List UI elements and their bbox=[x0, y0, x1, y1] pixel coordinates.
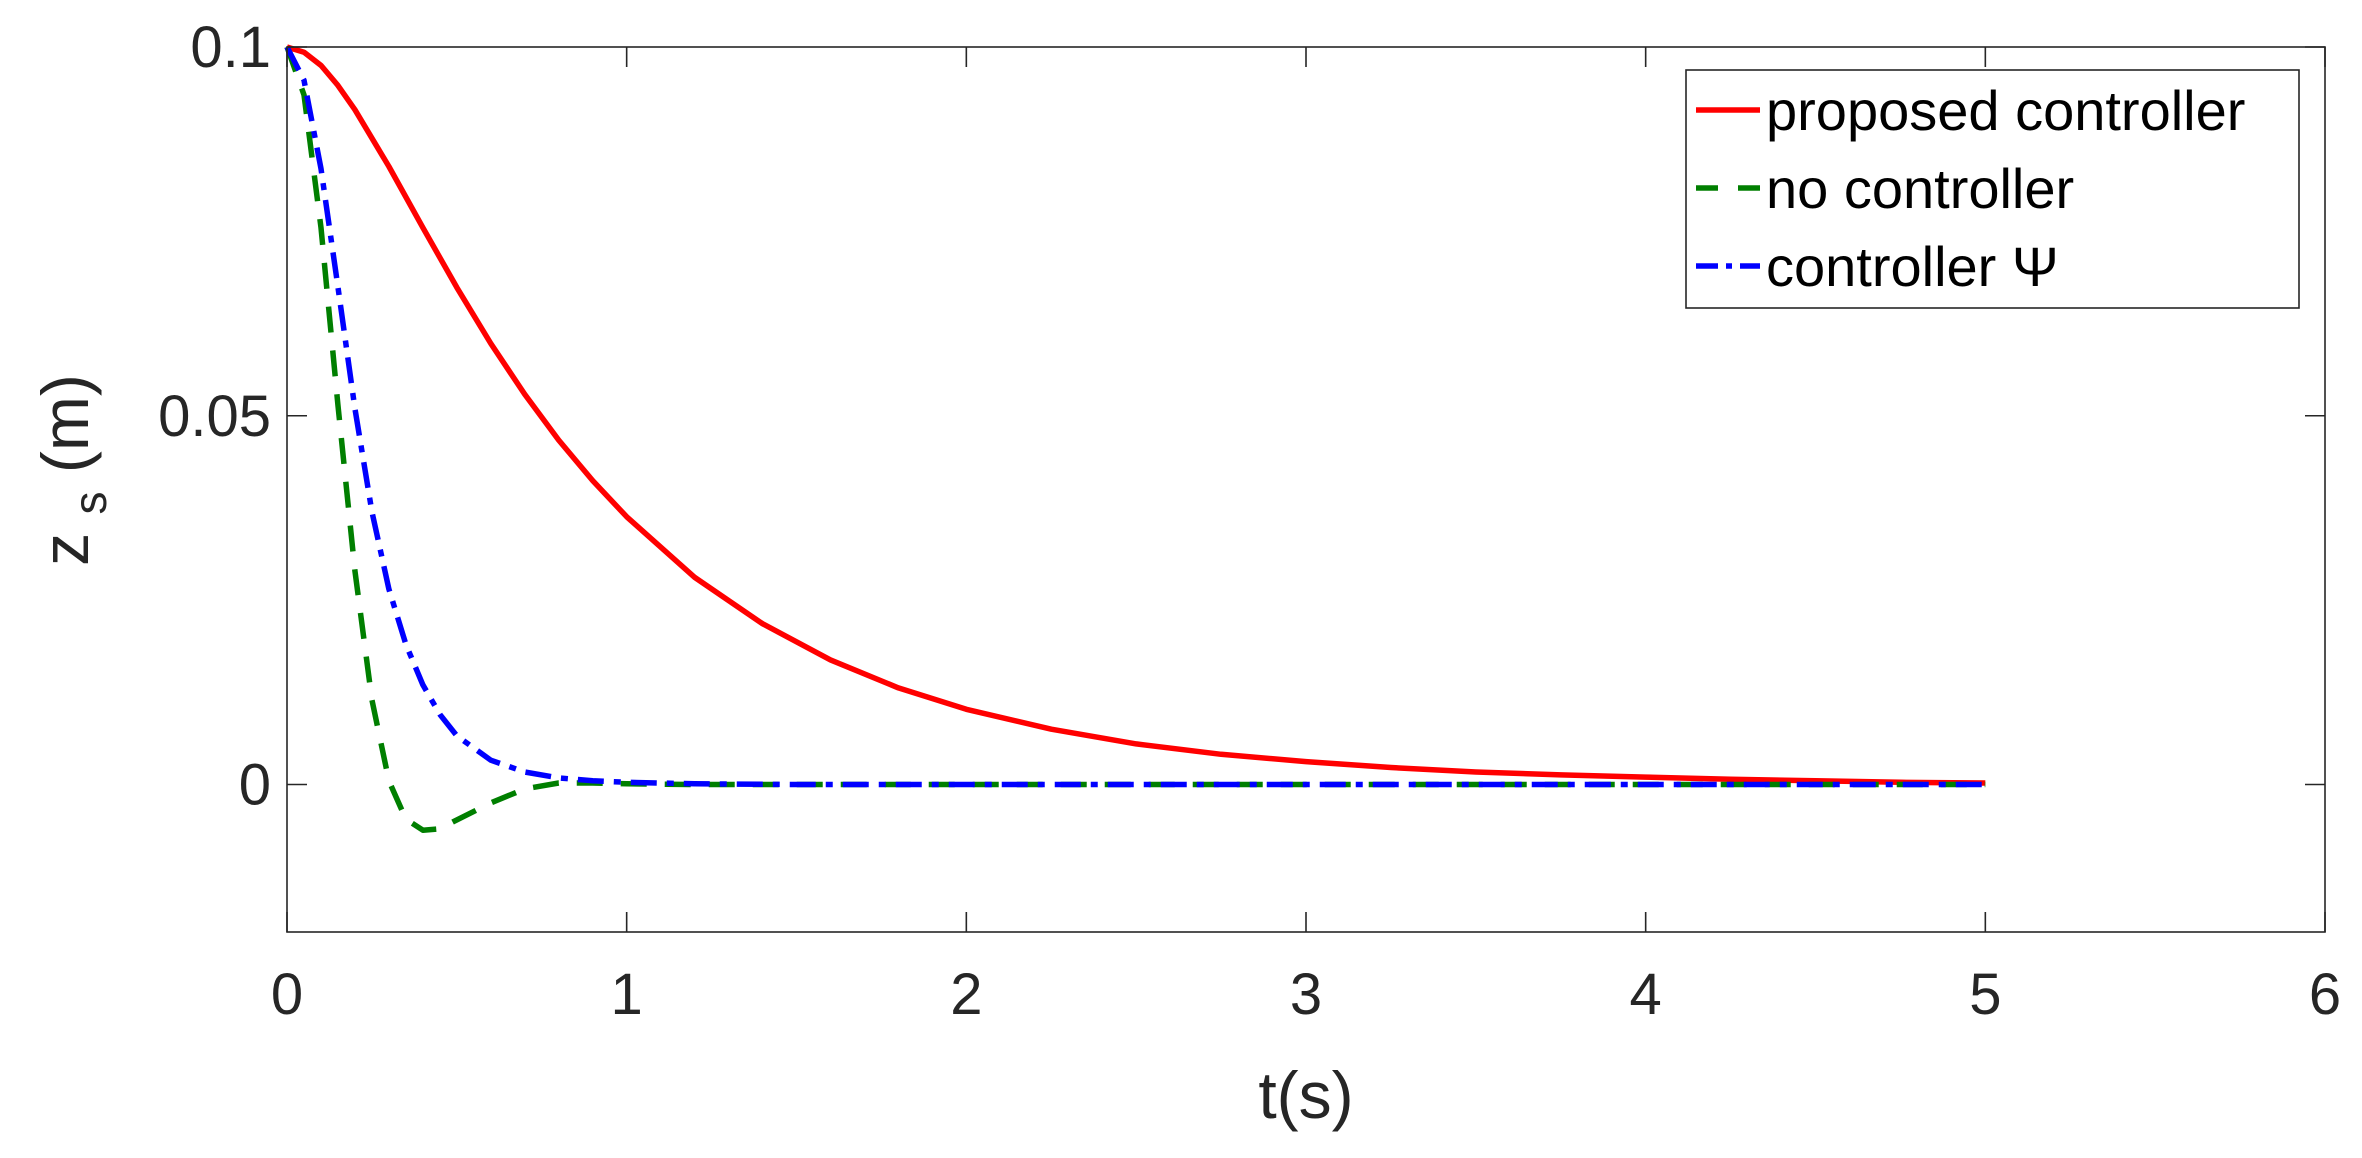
x-tick-label: 0 bbox=[271, 962, 303, 1027]
legend: proposed controller no controller controll… bbox=[1685, 69, 2300, 309]
series-line-2 bbox=[284, 46, 1986, 833]
x-axis-title: t(s) bbox=[1258, 1058, 1353, 1132]
x-tick-label: 3 bbox=[1290, 962, 1322, 1027]
axes-frame bbox=[286, 46, 2326, 933]
series-layer bbox=[284, 44, 1986, 833]
y-tick-label: 0 bbox=[239, 753, 271, 818]
x-tick-label: 1 bbox=[611, 962, 643, 1027]
y-axis-title-main: z bbox=[28, 533, 102, 566]
x-tick-label: 2 bbox=[950, 962, 982, 1027]
y-axis-title-subscript: s bbox=[64, 491, 116, 514]
legend-label-1: proposed controller bbox=[1766, 79, 2245, 142]
legend-label-3: controller Ψ bbox=[1766, 235, 2059, 298]
y-axis-title: z s (m) bbox=[28, 374, 120, 566]
x-tick-label: 5 bbox=[1969, 962, 2001, 1027]
y-axis-title-unit: (m) bbox=[28, 374, 102, 473]
series-line-3 bbox=[284, 45, 1986, 788]
tick-labels: 0 1 2 3 4 5 6 0 0.05 0.1 bbox=[158, 15, 2341, 1027]
y-tick-label: 0.05 bbox=[158, 384, 271, 449]
legend-label-2: no controller bbox=[1766, 157, 2074, 220]
x-tick-label: 4 bbox=[1630, 962, 1662, 1027]
series-line-1 bbox=[286, 44, 1986, 786]
legend-box bbox=[1685, 69, 2300, 309]
y-tick-label: 0.1 bbox=[190, 15, 271, 80]
x-tick-label: 6 bbox=[2309, 962, 2341, 1027]
